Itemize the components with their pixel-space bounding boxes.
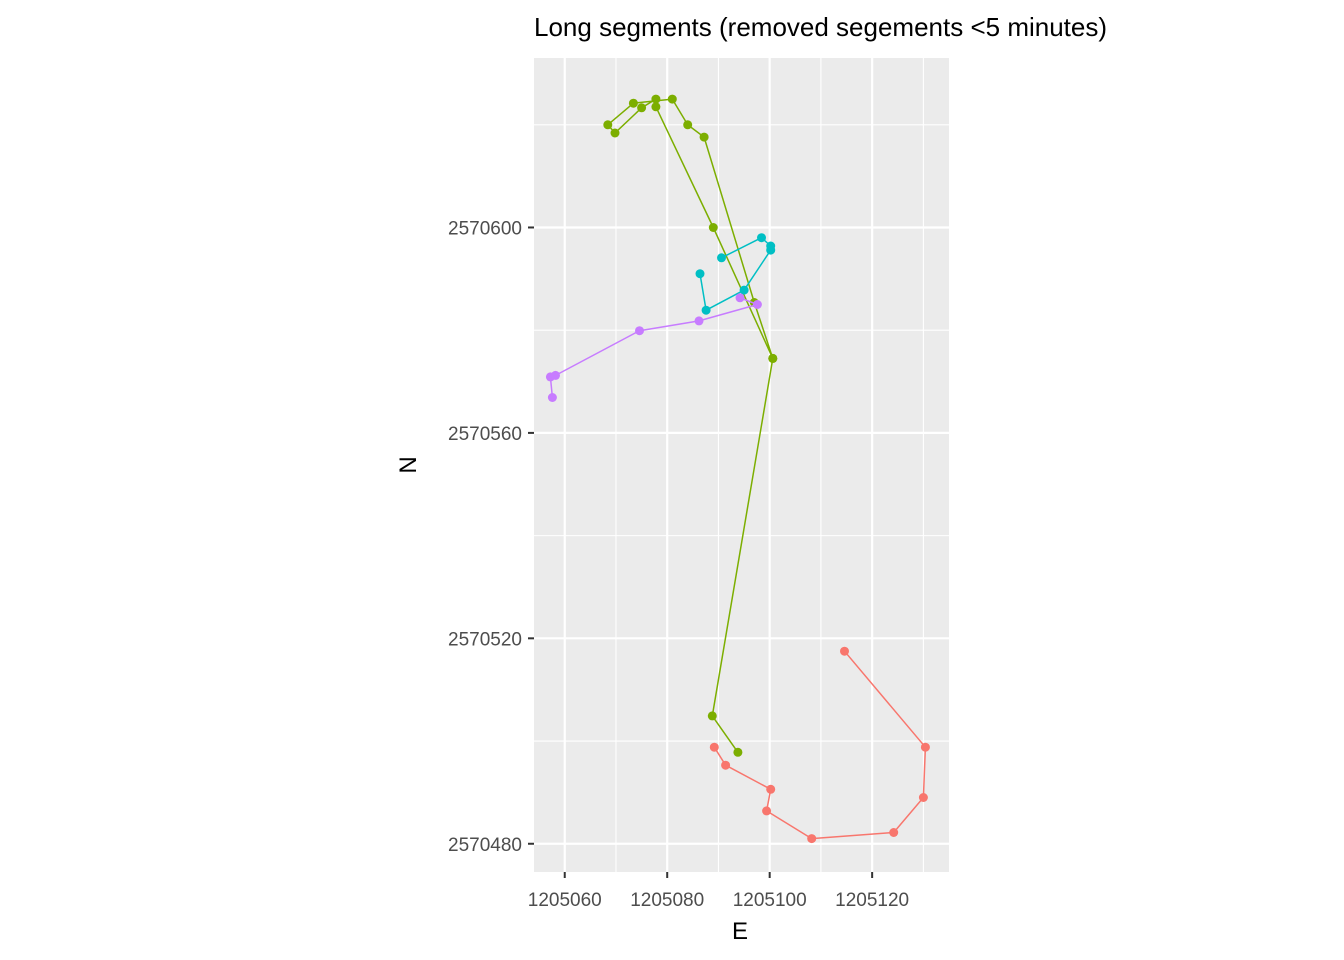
y-tick-label: 2570480 [448, 835, 522, 856]
data-point [701, 305, 711, 315]
data-point [651, 102, 661, 112]
y-tick-label: 2570520 [448, 629, 522, 650]
data-point [547, 393, 557, 402]
data-point [603, 120, 613, 130]
minor-gridlines [534, 58, 949, 872]
data-point [551, 370, 560, 380]
data-point [733, 747, 743, 757]
data-point [807, 834, 817, 844]
x-tick-label: 1205060 [528, 890, 602, 911]
series-4 [545, 293, 762, 402]
data-point [920, 742, 930, 752]
series-2 [603, 94, 778, 757]
data-point [918, 793, 928, 802]
axis-ticks: 1205060 1205080 1205100 1205120 2570480 25705… [448, 218, 909, 911]
series-1 [709, 646, 930, 844]
data-point [695, 269, 705, 279]
data-point [708, 223, 718, 232]
data-point [840, 646, 849, 656]
data-point [762, 806, 772, 816]
y-axis-title: N [395, 456, 422, 473]
data-point [651, 94, 661, 104]
plot-panel [534, 58, 949, 872]
data-point [637, 103, 647, 113]
data-point [752, 300, 762, 309]
data-point [667, 94, 677, 104]
x-tick-label: 1205100 [733, 890, 807, 911]
data-point [699, 132, 709, 142]
data-point [757, 233, 766, 243]
data-point [628, 98, 638, 108]
data-point [694, 316, 704, 326]
data-point [721, 760, 731, 770]
series-3 [695, 233, 776, 315]
series-layer [545, 94, 930, 844]
chart-title: Long segments (removed segements <5 minu… [534, 12, 1107, 42]
x-tick-label: 1205120 [835, 890, 909, 911]
x-tick-label: 1205080 [630, 890, 704, 911]
data-point [766, 241, 776, 251]
data-point [889, 828, 899, 837]
data-point [610, 128, 620, 138]
major-gridlines [534, 58, 949, 872]
data-point [735, 293, 745, 303]
y-tick-label: 2570600 [448, 218, 522, 239]
data-point [707, 711, 717, 721]
data-point [709, 742, 719, 752]
data-point [635, 326, 644, 336]
data-point [717, 253, 726, 263]
data-point [766, 784, 776, 794]
data-point [768, 353, 778, 363]
x-axis-title: E [732, 918, 748, 945]
data-point [739, 285, 749, 295]
y-tick-label: 2570560 [448, 424, 522, 445]
data-point [683, 120, 693, 130]
